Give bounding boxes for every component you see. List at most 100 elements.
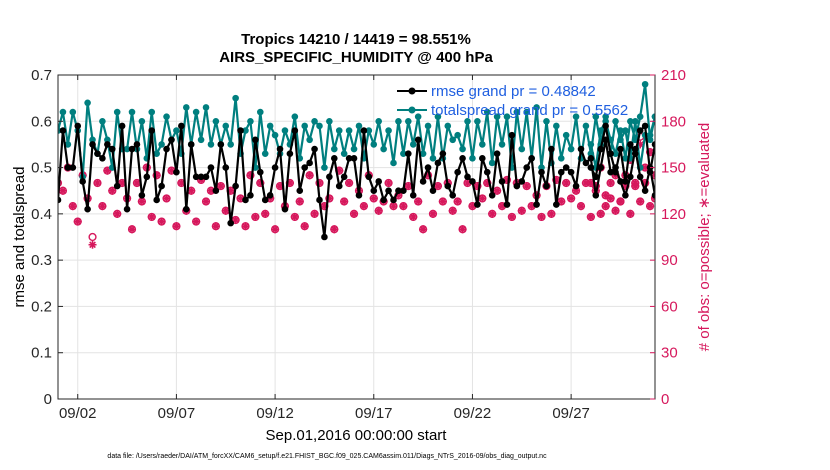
legend-spread-label: totalspread grand pr = 0.5562 <box>431 102 628 119</box>
rmse-point <box>567 168 575 176</box>
spread-point <box>597 127 605 134</box>
spread-point <box>602 113 609 120</box>
obs-evaluated-point <box>433 182 442 191</box>
rmse-point <box>414 136 422 144</box>
x-axis-label: Sep.01,2016 00:00:00 start <box>266 427 448 444</box>
spread-point <box>646 136 654 144</box>
rmse-point <box>627 173 634 181</box>
obs-evaluated-point <box>557 197 566 206</box>
star-stroke <box>222 207 230 215</box>
star-stroke <box>429 210 437 218</box>
star-stroke <box>340 198 348 205</box>
spread-point <box>266 122 274 130</box>
rmse-point <box>326 173 333 181</box>
obs-evaluated-point <box>414 197 423 206</box>
star-stroke <box>597 210 605 218</box>
star-stroke <box>404 182 412 190</box>
spread-point <box>232 94 239 102</box>
rmse-point <box>612 168 619 176</box>
rmse-point <box>281 205 289 213</box>
y-left-tick-label: 0.1 <box>31 345 52 362</box>
star-stroke <box>306 171 313 179</box>
star-stroke <box>350 210 358 218</box>
spread-point <box>222 122 230 130</box>
obs-evaluated-point <box>128 225 137 234</box>
rmse-point <box>316 196 323 204</box>
star-stroke <box>493 187 501 195</box>
rmse-point <box>607 168 614 176</box>
series-rmse-line <box>58 124 655 239</box>
star-stroke <box>158 218 165 225</box>
rmse-point <box>646 168 654 176</box>
star-stroke <box>439 198 447 205</box>
y-left-tick-label: 0.6 <box>31 113 52 130</box>
star-stroke <box>138 198 146 205</box>
y-right-tick-label: 210 <box>661 67 686 84</box>
spread-point <box>192 108 200 116</box>
rmse-point <box>133 141 141 148</box>
rmse-point <box>123 205 131 213</box>
rmse-point <box>69 164 77 171</box>
star-stroke <box>646 202 654 210</box>
spread-point <box>212 117 220 125</box>
star-stroke <box>217 182 225 190</box>
spread-point <box>488 159 496 167</box>
spread-point <box>261 150 269 157</box>
spread-point <box>138 117 146 125</box>
rmse-point <box>148 127 156 134</box>
obs-evaluated-point <box>108 186 117 195</box>
spread-point <box>104 136 111 144</box>
star-stroke <box>612 207 619 215</box>
rmse-point <box>321 233 328 241</box>
star-stroke <box>651 174 655 179</box>
star-stroke <box>419 225 427 233</box>
star-stroke <box>212 222 220 230</box>
x-tick-label: 09/12 <box>256 405 294 422</box>
obs-evaluated-point <box>98 202 107 211</box>
rmse-point <box>597 145 605 153</box>
obs-evaluated-point <box>562 179 571 187</box>
star-stroke <box>631 179 639 187</box>
rmse-point <box>74 122 82 130</box>
spread-point <box>207 141 215 148</box>
chart-title-line2: AIRS_SPECIFIC_HUMIDITY @ 400 hPa <box>219 49 493 66</box>
obs-evaluated-point <box>438 197 447 206</box>
spread-point <box>321 164 328 171</box>
obs-evaluated-point <box>586 212 595 221</box>
spread-point <box>123 145 131 153</box>
obs-possible-point <box>88 232 97 242</box>
rmse-point <box>587 164 595 171</box>
spread-point <box>429 155 437 162</box>
y-left-tick-label: 0.7 <box>31 67 52 84</box>
obs-evaluated-point <box>231 216 240 225</box>
rmse-point <box>553 201 560 208</box>
obs-evaluated-point <box>58 186 67 195</box>
obs-evaluated-point <box>177 179 186 187</box>
spread-point <box>503 113 511 120</box>
spread-point <box>483 108 491 116</box>
y-right-tick-label: 120 <box>661 206 686 223</box>
obs-evaluated-point <box>271 225 280 234</box>
rmse-point <box>84 205 91 213</box>
rmse-point <box>306 159 313 167</box>
star-stroke <box>607 195 614 202</box>
obs-evaluated-point <box>172 222 181 231</box>
y-axis-right-label: # of obs: o=possible; ∗=evaluated <box>696 123 713 352</box>
obs-evaluated-point <box>137 197 146 206</box>
rmse-point <box>424 164 432 171</box>
y-axis-left-label: rmse and totalspread <box>11 167 28 308</box>
obs-evaluated-point <box>646 202 655 211</box>
obs-evaluated-point <box>241 222 250 231</box>
star-stroke <box>59 187 67 195</box>
spread-point <box>533 104 540 111</box>
rmse-point <box>232 182 239 190</box>
spread-point <box>612 117 619 125</box>
star-stroke <box>113 210 121 218</box>
obs-evaluated-point <box>359 202 368 211</box>
obs-evaluated-point <box>448 206 457 215</box>
star-stroke <box>370 195 378 202</box>
rmse-point <box>641 187 649 195</box>
obs-evaluated-point <box>93 179 102 187</box>
rmse-point <box>636 127 644 134</box>
rmse-point <box>286 150 294 157</box>
